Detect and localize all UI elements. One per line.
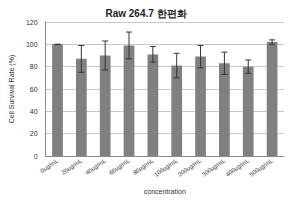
svg-text:100: 100 [26, 41, 38, 48]
svg-text:concentration: concentration [144, 188, 186, 195]
svg-text:20ug/mL: 20ug/mL [60, 157, 83, 176]
svg-text:Cell Survival Rate (%): Cell Survival Rate (%) [8, 55, 16, 123]
svg-text:60ug/mL: 60ug/mL [108, 157, 131, 176]
svg-text:0ug/mL: 0ug/mL [39, 157, 59, 174]
svg-text:40ug/mL: 40ug/mL [84, 157, 107, 176]
svg-text:80ug/mL: 80ug/mL [132, 157, 155, 176]
svg-text:400ug/mL: 400ug/mL [225, 157, 251, 178]
svg-text:80: 80 [30, 63, 38, 70]
svg-text:20: 20 [30, 130, 38, 137]
svg-text:500ug/mL: 500ug/mL [249, 157, 275, 178]
svg-text:Raw 264.7 한편화: Raw 264.7 한편화 [105, 8, 186, 19]
svg-text:100ug/mL: 100ug/mL [153, 157, 179, 178]
svg-text:0: 0 [34, 153, 38, 160]
svg-text:120: 120 [26, 19, 38, 26]
svg-text:60: 60 [30, 86, 38, 93]
svg-text:300ug/mL: 300ug/mL [201, 157, 227, 178]
svg-text:40: 40 [30, 108, 38, 115]
svg-text:200ug/mL: 200ug/mL [177, 157, 203, 178]
